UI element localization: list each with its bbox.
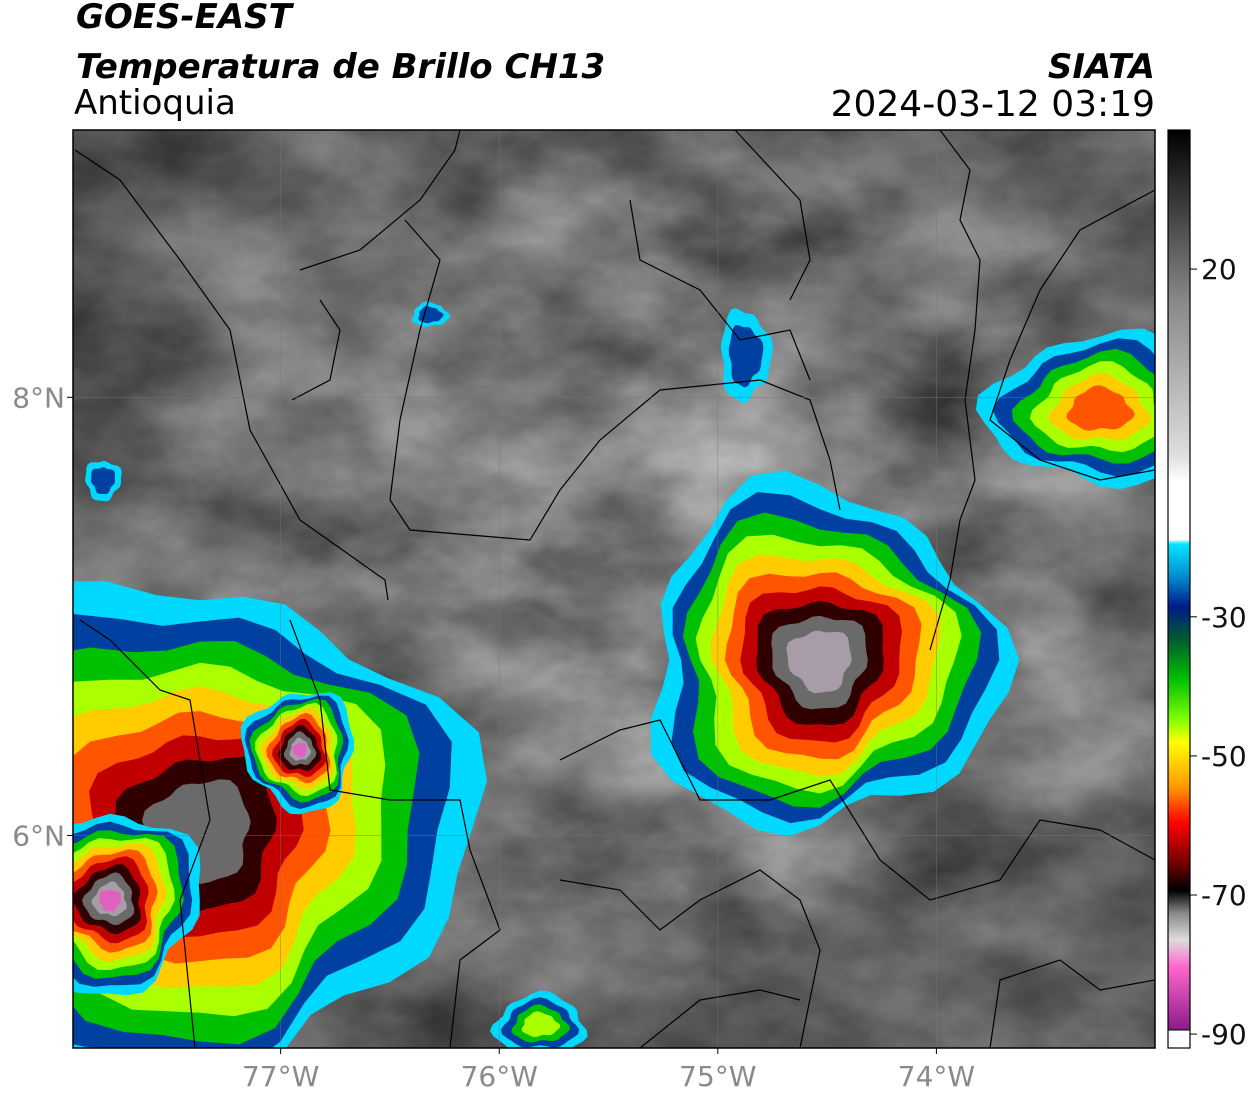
colorbar-frame bbox=[1167, 129, 1191, 1049]
colorbar-tick-label: 20 bbox=[1201, 253, 1237, 286]
x-tick-label: 74°W bbox=[898, 1060, 975, 1093]
y-tick-label: 8°N bbox=[12, 381, 65, 414]
storms bbox=[73, 301, 1155, 1048]
plot-frame bbox=[72, 129, 1156, 1049]
storm-layer bbox=[1066, 385, 1135, 431]
map bbox=[73, 130, 1155, 1048]
x-tick-label: 75°W bbox=[679, 1060, 756, 1093]
storm-layer bbox=[728, 325, 764, 388]
storm-layer bbox=[418, 306, 444, 324]
colorbar-extension bbox=[1167, 1029, 1191, 1049]
colorbar-tick-label: -90 bbox=[1201, 1018, 1247, 1051]
x-tick-label: 77°W bbox=[242, 1060, 319, 1093]
title: GOES-EAST bbox=[76, 0, 295, 37]
colorbar-tick-label: -50 bbox=[1201, 740, 1247, 773]
borders bbox=[74, 130, 1155, 1048]
storm-core bbox=[292, 743, 307, 758]
region: Antioquia bbox=[74, 83, 236, 123]
colorbar bbox=[1168, 130, 1190, 1030]
storm-layer bbox=[521, 1011, 561, 1037]
axis-ticks: 77°W 76°W 75°W 74°W 8°N 6°N bbox=[12, 381, 975, 1093]
datetime: 2024-03-12 03:19 bbox=[831, 84, 1155, 125]
x-tick-label: 76°W bbox=[461, 1060, 538, 1093]
subtitle: Temperatura de Brillo CH13 bbox=[76, 47, 605, 87]
colorbar-tick-label: -30 bbox=[1201, 601, 1247, 634]
storm-layer bbox=[91, 467, 115, 495]
storm-layer bbox=[786, 630, 852, 694]
y-tick-label: 6°N bbox=[12, 819, 65, 852]
colorbar-ticks: 20 -30 -50 -70 -90 bbox=[1190, 253, 1247, 1051]
source: SIATA bbox=[1048, 47, 1155, 87]
storm-core bbox=[99, 889, 121, 912]
colorbar-tick-label: -70 bbox=[1201, 879, 1247, 912]
